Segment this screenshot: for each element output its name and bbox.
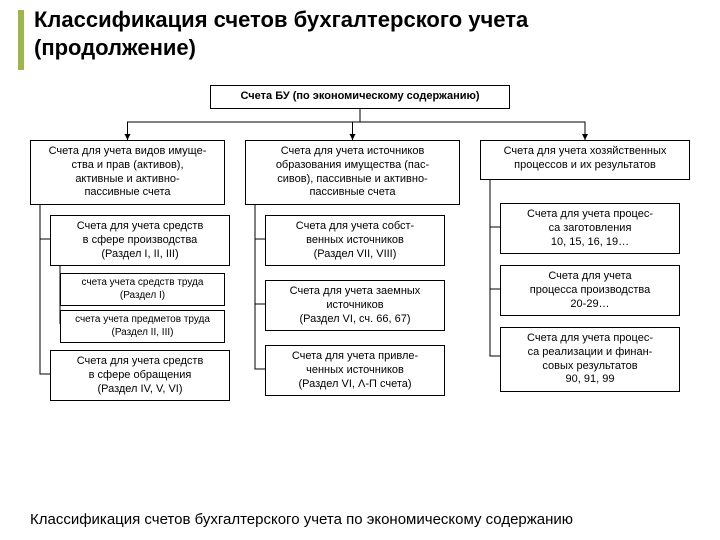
- node-b3_1: Счета для учета процес-са заготовления10…: [500, 203, 680, 254]
- node-branch1: Счета для учета видов имуще-ства и прав …: [30, 140, 225, 205]
- node-b2_1: Счета для учета собст-венных источников(…: [265, 215, 445, 266]
- node-branch3: Счета для учета хозяйственныхпроцессов и…: [480, 140, 690, 180]
- slide-title: Классификация счетов бухгалтерского учет…: [34, 6, 674, 61]
- accent-bar: [18, 10, 24, 70]
- node-b2_3: Счета для учета привле-ченных источников…: [265, 345, 445, 396]
- node-b1_1: Счета для учета средствв сфере производс…: [50, 215, 230, 266]
- node-b3_2: Счета для учетапроцесса производства20-2…: [500, 265, 680, 316]
- diagram-container: Счета БУ (по экономическому содержанию) С…: [30, 85, 690, 485]
- node-root: Счета БУ (по экономическому содержанию): [210, 85, 510, 109]
- node-b2_2: Счета для учета заемныхисточников(Раздел…: [265, 280, 445, 331]
- node-branch2: Счета для учета источниковобразования им…: [245, 140, 460, 205]
- node-b1_1b: счета учета предметов труда(Раздел II, I…: [60, 310, 225, 343]
- node-b1_2: Счета для учета средствв сфере обращения…: [50, 350, 230, 401]
- slide-caption: Классификация счетов бухгалтерского учет…: [30, 511, 573, 528]
- node-b3_3: Счета для учета процес-са реализации и ф…: [500, 327, 680, 392]
- node-b1_1a: счета учета средств труда(Раздел I): [60, 273, 225, 306]
